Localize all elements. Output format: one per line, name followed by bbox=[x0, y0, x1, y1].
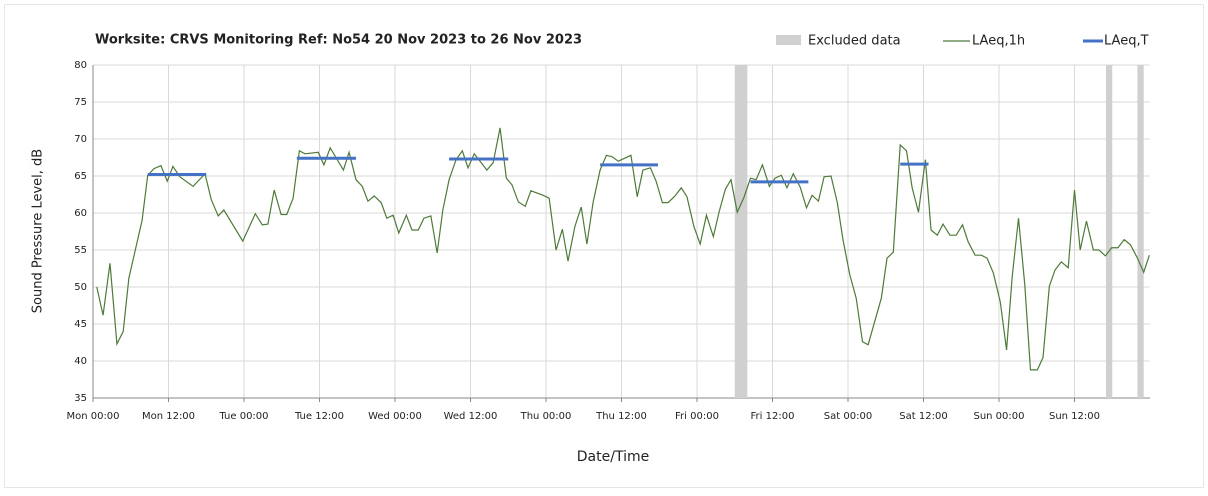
y-tick-label: 60 bbox=[74, 208, 87, 219]
x-tick-label: Tue 12:00 bbox=[294, 411, 344, 422]
y-tick-label: 80 bbox=[74, 60, 87, 71]
y-tick-label: 55 bbox=[74, 245, 87, 256]
x-tick-label: Mon 00:00 bbox=[66, 411, 119, 422]
x-tick-label: Fri 00:00 bbox=[675, 411, 719, 422]
y-axis-label: Sound Pressure Level, dB bbox=[31, 149, 46, 313]
y-tick-label: 65 bbox=[74, 171, 87, 182]
y-tick-label: 40 bbox=[74, 356, 87, 367]
y-tick-label: 35 bbox=[74, 393, 87, 404]
x-tick-label: Mon 12:00 bbox=[142, 411, 195, 422]
line-series bbox=[96, 127, 1150, 371]
x-tick-label: Wed 00:00 bbox=[368, 411, 422, 422]
chart-title: Worksite: CRVS Monitoring Ref: No54 20 N… bbox=[95, 33, 582, 48]
legend-label: LAeq,T bbox=[1104, 34, 1149, 49]
legend-label: Excluded data bbox=[808, 34, 901, 49]
x-tick-label: Thu 12:00 bbox=[595, 411, 647, 422]
x-tick-label: Wed 12:00 bbox=[444, 411, 498, 422]
excluded-band bbox=[734, 65, 748, 398]
excluded-band bbox=[1105, 65, 1113, 398]
x-axis-label: Date/Time bbox=[577, 449, 649, 465]
legend-swatch bbox=[776, 35, 801, 45]
y-tick-label: 70 bbox=[74, 134, 87, 145]
x-tick-label: Sun 12:00 bbox=[1049, 411, 1100, 422]
excluded-band bbox=[1137, 65, 1144, 398]
x-tick-label: Sat 12:00 bbox=[899, 411, 947, 422]
x-tick-label: Thu 00:00 bbox=[520, 411, 572, 422]
x-tick-label: Fri 12:00 bbox=[751, 411, 795, 422]
y-tick-label: 75 bbox=[74, 97, 87, 108]
legend-label: LAeq,1h bbox=[972, 34, 1025, 49]
frame bbox=[4, 4, 1204, 488]
x-tick-label: Tue 00:00 bbox=[218, 411, 268, 422]
y-tick-label: 50 bbox=[74, 282, 87, 293]
y-tick-label: 45 bbox=[74, 319, 87, 330]
x-tick-label: Sun 00:00 bbox=[973, 411, 1024, 422]
x-tick-label: Sat 00:00 bbox=[824, 411, 872, 422]
